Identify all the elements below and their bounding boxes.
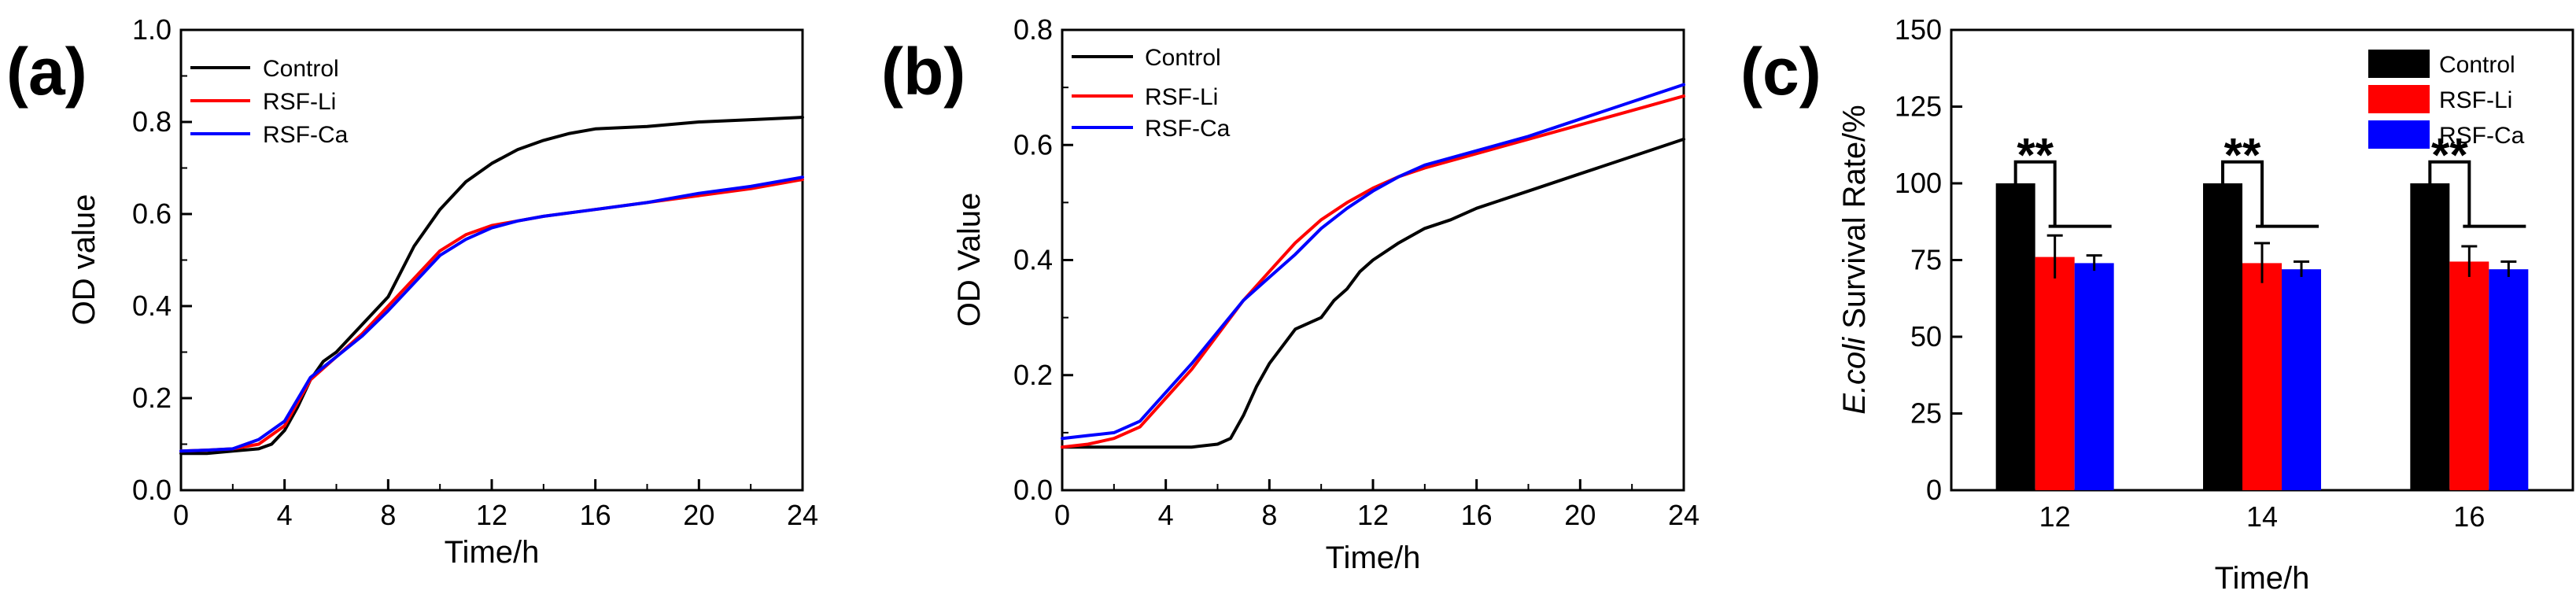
significance-bracket-14 <box>2221 160 2264 227</box>
x-tick-label-c-0: 12 <box>2039 500 2071 533</box>
x-tick-label-a-5: 20 <box>683 499 714 531</box>
y-axis-title-a: OD value <box>67 194 101 326</box>
legend-c: Control RSF-Li RSF-Ca <box>2368 50 2525 149</box>
legend-label-b-control: Control <box>1145 45 1221 71</box>
x-axis-title-c: Time/h <box>2215 561 2310 596</box>
x-axis-title-b: Time/h <box>1326 541 1421 575</box>
x-tick-label-a-3: 12 <box>476 499 507 531</box>
y-tick-label-b-2: 0.4 <box>1013 244 1053 276</box>
y-axis-title-c: E.coli Survival Rate/% <box>1837 105 1872 414</box>
x-tick-label-b-0: 0 <box>1054 499 1070 531</box>
y-tick-label-c-2: 50 <box>1910 320 1942 353</box>
y-tick-label-b-0: 0.0 <box>1013 474 1053 506</box>
legend-swatch-c-control <box>2368 50 2430 78</box>
bar-12-control <box>1995 183 2035 490</box>
x-tick-label-a-2: 8 <box>380 499 396 531</box>
legend-swatch-c-rsf-ca <box>2368 120 2430 149</box>
bar-12-rsf-li <box>2035 257 2075 490</box>
y-tick-label-a-2: 0.4 <box>132 290 172 322</box>
significance-label-12: ** <box>2017 129 2054 182</box>
chart-panel-b: 0 4 8 12 16 20 24 0.0 0.2 0.4 0.6 0.8 Time/h OD Val… <box>952 13 1699 575</box>
y-axis-title-b: OD Value <box>952 193 987 327</box>
x-tick-label-b-3: 12 <box>1357 499 1389 531</box>
legend-label-c-rsf-ca: RSF-Ca <box>2439 123 2525 149</box>
y-tick-label-a-5: 1.0 <box>132 13 172 46</box>
bar-12-rsf-ca <box>2074 263 2114 490</box>
y-tick-label-c-5: 125 <box>1895 90 1942 123</box>
y-tick-label-c-1: 25 <box>1910 397 1942 430</box>
legend-label-b-rsf-li: RSF-Li <box>1145 84 1218 110</box>
legend-a: Control RSF-Li RSF-Ca <box>190 56 349 148</box>
x-tick-label-b-5: 20 <box>1564 499 1596 531</box>
y-axis-title-c-rest: Survival Rate/% <box>1837 105 1872 338</box>
bar-14-control <box>2203 183 2242 490</box>
x-axis-title-a: Time/h <box>445 535 540 570</box>
legend-b: Control RSF-Li RSF-Ca <box>1072 45 1231 142</box>
x-tick-label-b-6: 24 <box>1668 499 1699 531</box>
series-line-b-rsf-ca <box>1061 83 1685 441</box>
series-line-a-rsf-ca <box>179 175 804 453</box>
legend-label-c-control: Control <box>2439 52 2515 78</box>
chart-panel-c: 0 25 50 75 100 125 150 12 14 16 ** ** ** Time/h E.c… <box>1837 13 2574 596</box>
y-tick-label-c-4: 100 <box>1895 167 1942 199</box>
y-tick-label-a-0: 0.0 <box>132 474 172 506</box>
x-tick-label-a-1: 4 <box>277 499 293 531</box>
y-tick-label-b-4: 0.8 <box>1013 13 1053 46</box>
y-tick-label-c-3: 75 <box>1910 244 1942 276</box>
bar-16-control <box>2410 183 2450 490</box>
y-tick-label-c-0: 0 <box>1926 474 1942 506</box>
legend-label-a-control: Control <box>263 56 339 82</box>
series-line-a-rsf-li <box>179 178 804 453</box>
significance-label-16: ** <box>2431 129 2468 182</box>
y-tick-label-a-3: 0.6 <box>132 197 172 230</box>
significance-bracket-12 <box>2013 160 2057 227</box>
bar-14-rsf-li <box>2242 263 2282 490</box>
y-tick-label-b-1: 0.2 <box>1013 359 1053 391</box>
legend-label-b-rsf-ca: RSF-Ca <box>1145 116 1231 142</box>
x-tick-label-c-2: 16 <box>2453 500 2485 533</box>
bar-16-rsf-li <box>2449 261 2489 490</box>
panel-label-c: (c) <box>1740 35 1821 109</box>
legend-label-c-rsf-li: RSF-Li <box>2439 87 2512 113</box>
panel-label-b: (b) <box>881 35 965 109</box>
bar-16-rsf-ca <box>2489 269 2529 490</box>
x-tick-label-b-4: 16 <box>1461 499 1493 531</box>
panel-label-a: (a) <box>6 35 87 109</box>
y-tick-label-a-4: 0.8 <box>132 105 172 138</box>
y-axis-title-c-italic: E.coli <box>1837 337 1872 415</box>
chart-panel-a: 0 4 8 12 16 20 24 0.0 0.2 0.4 0.6 0.8 1.0 Time/h OD … <box>67 13 818 570</box>
bar-14-rsf-ca <box>2282 269 2321 490</box>
legend-label-a-rsf-li: RSF-Li <box>263 89 336 115</box>
x-tick-label-a-0: 0 <box>173 499 189 531</box>
x-tick-label-a-4: 16 <box>580 499 611 531</box>
series-line-b-rsf-li <box>1061 94 1685 449</box>
x-tick-label-a-6: 24 <box>787 499 818 531</box>
significance-label-14: ** <box>2224 129 2261 182</box>
series-line-b-control <box>1061 137 1685 449</box>
y-tick-label-a-1: 0.2 <box>132 382 172 414</box>
series-line-a-control <box>179 116 804 456</box>
y-tick-label-c-6: 150 <box>1895 13 1942 46</box>
significance-bracket-16 <box>2428 160 2471 227</box>
x-tick-label-b-1: 4 <box>1158 499 1174 531</box>
x-tick-label-c-1: 14 <box>2246 500 2278 533</box>
x-tick-label-b-2: 8 <box>1261 499 1277 531</box>
y-tick-label-b-3: 0.6 <box>1013 128 1053 161</box>
legend-label-a-rsf-ca: RSF-Ca <box>263 122 349 148</box>
legend-swatch-c-rsf-li <box>2368 85 2430 113</box>
